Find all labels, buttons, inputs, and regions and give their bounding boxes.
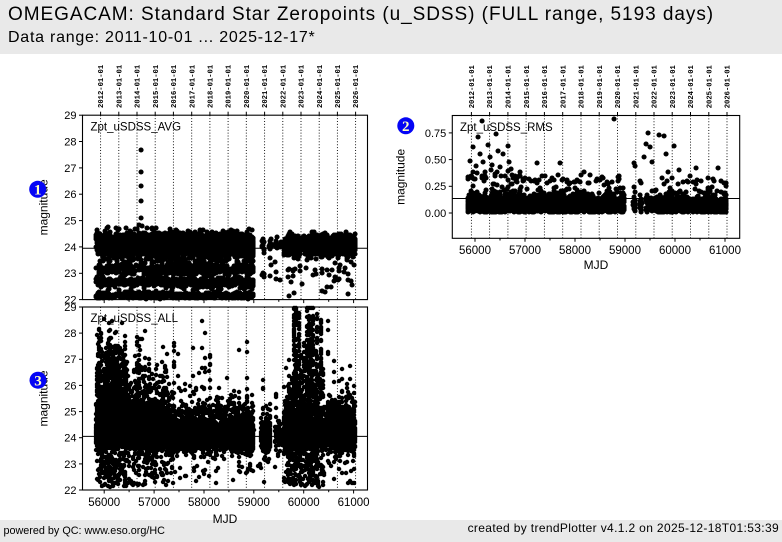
svg-text:26: 26 (64, 380, 76, 392)
svg-text:2025-01-01: 2025-01-01 (335, 64, 343, 108)
svg-text:23: 23 (64, 268, 76, 280)
svg-text:57000: 57000 (138, 497, 170, 509)
svg-text:25: 25 (64, 216, 76, 228)
svg-text:27: 27 (64, 354, 76, 366)
svg-text:Zpt_uSDSS_RMS: Zpt_uSDSS_RMS (460, 122, 553, 134)
svg-text:2018-01-01: 2018-01-01 (579, 64, 587, 108)
svg-text:2014-01-01: 2014-01-01 (135, 64, 143, 108)
svg-text:2021-01-01: 2021-01-01 (262, 64, 270, 108)
svg-text:23: 23 (64, 459, 76, 471)
svg-text:2012-01-01: 2012-01-01 (469, 64, 477, 108)
svg-text:58000: 58000 (559, 245, 591, 257)
svg-text:0.75: 0.75 (425, 128, 446, 140)
svg-text:2021-01-01: 2021-01-01 (633, 64, 641, 108)
svg-text:60000: 60000 (288, 497, 320, 509)
svg-text:2022-01-01: 2022-01-01 (280, 64, 288, 108)
svg-text:2017-01-01: 2017-01-01 (189, 64, 197, 108)
svg-text:2023-01-01: 2023-01-01 (670, 64, 678, 108)
svg-text:2014-01-01: 2014-01-01 (506, 64, 514, 108)
svg-text:MJD: MJD (584, 258, 609, 272)
svg-text:61000: 61000 (338, 497, 370, 509)
svg-text:MJD: MJD (213, 512, 238, 526)
svg-text:2019-01-01: 2019-01-01 (597, 64, 605, 108)
svg-text:56000: 56000 (459, 245, 491, 257)
svg-text:1: 1 (34, 183, 42, 199)
svg-text:0.00: 0.00 (425, 208, 446, 220)
svg-text:3: 3 (34, 373, 42, 389)
svg-text:25: 25 (64, 407, 76, 419)
svg-text:Zpt_uSDSS_ALL: Zpt_uSDSS_ALL (91, 313, 179, 325)
svg-text:2015-01-01: 2015-01-01 (524, 64, 532, 108)
svg-text:2012-01-01: 2012-01-01 (98, 64, 106, 108)
svg-text:22: 22 (64, 295, 76, 307)
svg-text:0.25: 0.25 (425, 181, 446, 193)
svg-text:2023-01-01: 2023-01-01 (299, 64, 307, 108)
svg-text:60000: 60000 (659, 245, 691, 257)
svg-text:26: 26 (64, 189, 76, 201)
svg-text:2025-01-01: 2025-01-01 (706, 64, 714, 108)
svg-text:2020-01-01: 2020-01-01 (615, 64, 623, 108)
svg-text:28: 28 (64, 136, 76, 148)
svg-text:61000: 61000 (709, 245, 741, 257)
svg-text:59000: 59000 (609, 245, 641, 257)
svg-text:59000: 59000 (238, 497, 270, 509)
svg-text:2016-01-01: 2016-01-01 (542, 64, 550, 108)
svg-text:22: 22 (64, 485, 76, 497)
svg-text:2: 2 (402, 119, 410, 135)
svg-text:28: 28 (64, 328, 76, 340)
svg-text:2013-01-01: 2013-01-01 (487, 64, 495, 108)
svg-text:24: 24 (64, 433, 76, 445)
svg-text:2024-01-01: 2024-01-01 (317, 64, 325, 108)
svg-text:2016-01-01: 2016-01-01 (171, 64, 179, 108)
svg-text:2018-01-01: 2018-01-01 (208, 64, 216, 108)
svg-text:29: 29 (64, 302, 76, 314)
svg-text:24: 24 (64, 242, 76, 254)
svg-text:2026-01-01: 2026-01-01 (353, 64, 361, 108)
svg-text:57000: 57000 (509, 245, 541, 257)
svg-text:58000: 58000 (188, 497, 220, 509)
svg-text:2019-01-01: 2019-01-01 (226, 64, 234, 108)
svg-text:2013-01-01: 2013-01-01 (116, 64, 124, 108)
svg-text:29: 29 (64, 110, 76, 122)
svg-text:2024-01-01: 2024-01-01 (688, 64, 696, 108)
svg-text:2015-01-01: 2015-01-01 (153, 64, 161, 108)
svg-text:27: 27 (64, 163, 76, 175)
svg-text:2026-01-01: 2026-01-01 (725, 64, 733, 108)
svg-text:56000: 56000 (88, 497, 120, 509)
svg-text:Zpt_uSDSS_AVG: Zpt_uSDSS_AVG (91, 122, 182, 134)
svg-text:2020-01-01: 2020-01-01 (244, 64, 252, 108)
svg-text:magnitude: magnitude (394, 149, 408, 205)
svg-text:2022-01-01: 2022-01-01 (652, 64, 660, 108)
svg-text:0.50: 0.50 (425, 155, 446, 167)
svg-text:2017-01-01: 2017-01-01 (560, 64, 568, 108)
